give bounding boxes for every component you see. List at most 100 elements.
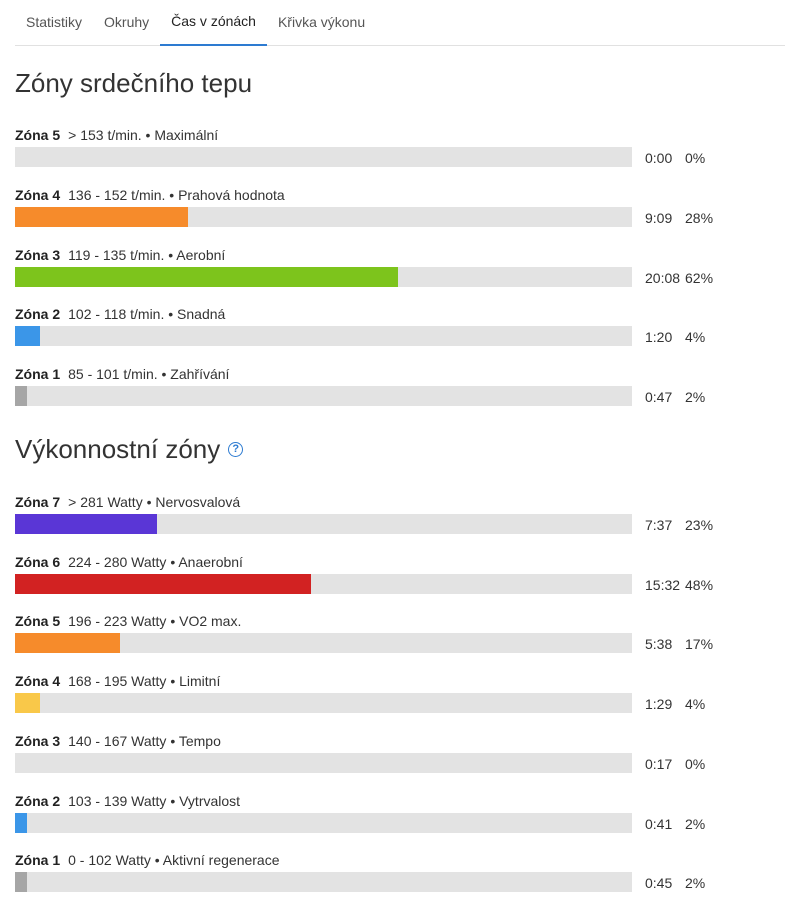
zone-range: 0 - 102 Watty • Aktivní regenerace	[68, 852, 280, 869]
zone-time: 20:08	[645, 269, 681, 286]
tab-bar: Statistiky Okruhy Čas v zónách Křivka vý…	[15, 0, 785, 46]
zone-range: 224 - 280 Watty • Anaerobní	[68, 553, 243, 570]
zone-name: Zóna 1	[15, 366, 61, 383]
tab-krivka-vykonu[interactable]: Křivka výkonu	[277, 14, 366, 30]
zone-bar-fill	[15, 266, 398, 287]
zone-bar-track	[15, 633, 632, 654]
zone-row: Zóna 4 136 - 152 t/min. • Prahová hodnota…	[15, 187, 785, 239]
zone-range: 85 - 101 t/min. • Zahřívání	[68, 366, 230, 383]
zone-time: 0:17	[645, 755, 673, 772]
power-title-text: Výkonnostní zóny	[15, 434, 221, 464]
zone-percent: 4%	[685, 329, 706, 346]
zone-percent: 62%	[685, 269, 714, 286]
zone-time: 0:47	[645, 389, 673, 406]
zone-name: Zóna 7	[15, 494, 61, 510]
zone-bar-track	[15, 386, 632, 407]
zone-header: Zóna 5 > 153 t/min. • Maximální	[15, 127, 218, 143]
zone-row: Zóna 7 > 281 Watty • Nervosvalová 7:37 23%	[15, 494, 785, 546]
zone-bar-fill	[15, 693, 40, 714]
zone-bar-track	[15, 573, 632, 594]
zone-bar-track	[15, 812, 632, 833]
zone-range: 103 - 139 Watty • Vytrvalost	[68, 792, 241, 809]
zone-percent: 28%	[685, 209, 714, 226]
zone-name: Zóna 2	[15, 306, 61, 323]
zone-header: Zóna 4 136 - 152 t/min. • Prahová hodnota	[15, 187, 285, 203]
zone-time: 0:41	[645, 815, 673, 832]
zone-percent: 0%	[685, 150, 706, 166]
zone-name: Zóna 4	[15, 186, 61, 203]
help-icon[interactable]: ?	[228, 442, 244, 457]
zone-bar-track	[15, 147, 632, 167]
zone-name: Zóna 4	[15, 673, 61, 690]
zone-name: Zóna 2	[15, 792, 61, 809]
zone-time: 5:38	[645, 636, 673, 653]
zone-header: Zóna 2 103 - 139 Watty • Vytrvalost	[15, 793, 240, 809]
zone-header: Zóna 3 119 - 135 t/min. • Aerobní	[15, 247, 225, 263]
tab-cas-v-zonach[interactable]: Čas v zónách	[160, 13, 267, 46]
zone-bar-track	[15, 326, 632, 347]
zone-bar-track	[15, 514, 632, 534]
zone-row: Zóna 2 103 - 139 Watty • Vytrvalost 0:41 2%	[15, 793, 785, 845]
zone-row: Zóna 5 196 - 223 Watty • VO2 max. 5:38 17%	[15, 613, 785, 665]
zone-time: 15:32	[645, 576, 681, 593]
zone-name: Zóna 3	[15, 246, 61, 263]
zone-bar-fill	[15, 573, 311, 594]
zone-percent: 2%	[685, 815, 706, 832]
zone-percent: 23%	[685, 517, 714, 533]
heart-rate-title-text: Zóny srdečního tepu	[15, 68, 253, 98]
zone-header: Zóna 3 140 - 167 Watty • Tempo	[15, 733, 221, 749]
zone-bar-track	[15, 693, 632, 714]
zone-percent: 2%	[685, 875, 706, 892]
zone-range: > 153 t/min. • Maximální	[68, 127, 219, 143]
zone-range: 140 - 167 Watty • Tempo	[68, 732, 221, 749]
zone-bar-fill	[15, 386, 27, 407]
zone-percent: 2%	[685, 389, 706, 406]
zone-header: Zóna 1 85 - 101 t/min. • Zahřívání	[15, 366, 229, 382]
zone-time: 0:00	[645, 150, 673, 166]
zone-header: Zóna 4 168 - 195 Watty • Limitní	[15, 673, 220, 689]
tab-okruhy[interactable]: Okruhy	[104, 14, 150, 30]
zone-range: 102 - 118 t/min. • Snadná	[68, 306, 226, 323]
zone-row: Zóna 3 119 - 135 t/min. • Aerobní 20:08 62%	[15, 247, 785, 299]
zone-bar-fill	[15, 633, 120, 654]
zone-percent: 4%	[685, 696, 706, 713]
zone-time: 1:20	[645, 329, 673, 346]
zone-row: Zóna 5 > 153 t/min. • Maximální 0:00 0%	[15, 127, 785, 179]
zone-bar-fill	[15, 206, 188, 227]
heart-rate-section-title: Zóny srdečního tepu	[15, 68, 252, 99]
zone-row: Zóna 4 168 - 195 Watty • Limitní 1:29 4%	[15, 673, 785, 725]
zone-row: Zóna 1 85 - 101 t/min. • Zahřívání 0:47 2%	[15, 366, 785, 418]
zone-name: Zóna 6	[15, 553, 61, 570]
zone-name: Zóna 5	[15, 613, 61, 630]
zone-header: Zóna 7 > 281 Watty • Nervosvalová	[15, 494, 240, 510]
zone-time: 0:45	[645, 875, 673, 892]
zone-percent: 0%	[685, 755, 706, 772]
zone-row: Zóna 6 224 - 280 Watty • Anaerobní 15:32 48…	[15, 554, 785, 606]
zone-header: Zóna 1 0 - 102 Watty • Aktivní regenerace	[15, 852, 280, 868]
zone-percent: 17%	[685, 636, 714, 653]
zone-bar-fill	[15, 514, 157, 534]
zone-range: 136 - 152 t/min. • Prahová hodnota	[68, 186, 285, 203]
zone-bar-fill	[15, 812, 27, 833]
zone-bar-track	[15, 872, 632, 893]
zone-bar-track	[15, 752, 632, 773]
zone-time: 9:09	[645, 209, 673, 226]
zone-bar-fill	[15, 326, 40, 347]
power-section-title: Výkonnostní zóny ?	[15, 434, 244, 465]
zone-header: Zóna 6 224 - 280 Watty • Anaerobní	[15, 554, 243, 570]
zone-bar-track	[15, 266, 632, 287]
zone-row: Zóna 2 102 - 118 t/min. • Snadná 1:20 4%	[15, 306, 785, 358]
tab-statistiky[interactable]: Statistiky	[26, 14, 83, 30]
zone-header: Zóna 5 196 - 223 Watty • VO2 max.	[15, 613, 241, 629]
zone-bar-fill	[15, 872, 27, 893]
zone-row: Zóna 3 140 - 167 Watty • Tempo 0:17 0%	[15, 733, 785, 785]
zone-range: 196 - 223 Watty • VO2 max.	[68, 613, 242, 630]
zone-bar-track	[15, 206, 632, 227]
zone-name: Zóna 5	[15, 127, 61, 143]
zone-range: > 281 Watty • Nervosvalová	[68, 494, 241, 510]
zone-range: 119 - 135 t/min. • Aerobní	[68, 246, 226, 263]
zone-time: 7:37	[645, 517, 673, 533]
zone-percent: 48%	[685, 576, 714, 593]
zone-header: Zóna 2 102 - 118 t/min. • Snadná	[15, 306, 225, 322]
zone-name: Zóna 3	[15, 732, 61, 749]
